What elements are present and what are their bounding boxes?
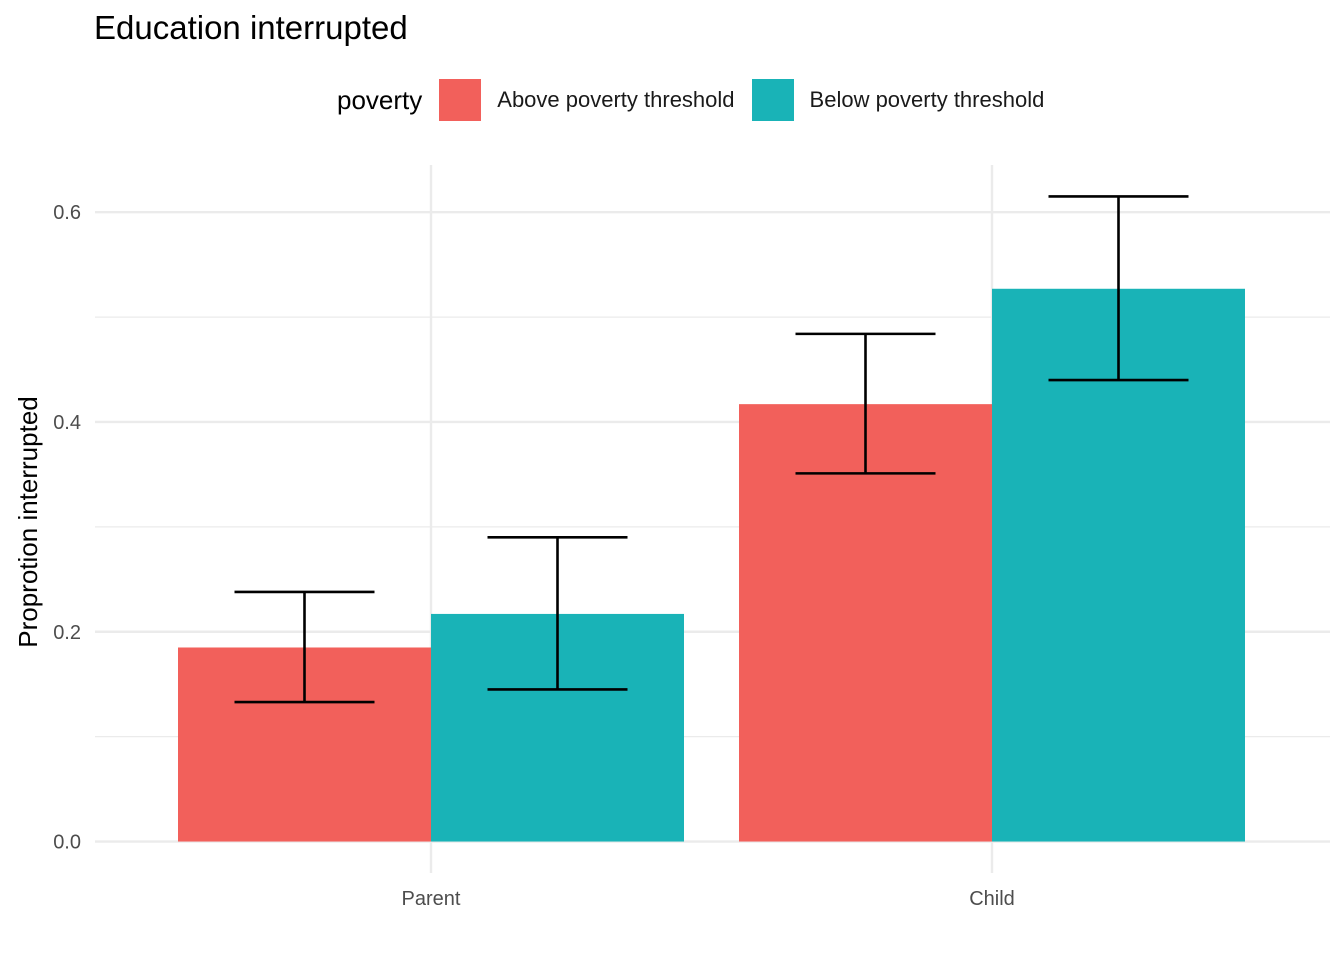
y-tick-label: 0.4 — [53, 412, 81, 434]
y-tick-label: 0.0 — [53, 832, 81, 854]
legend-item-above: Above poverty threshold — [439, 79, 735, 121]
error-bars — [234, 195, 1189, 704]
y-tick-label: 0.6 — [53, 202, 81, 224]
bar — [739, 404, 992, 842]
legend-label-below: Below poverty threshold — [809, 87, 1045, 112]
x-tick-label: Parent — [402, 888, 461, 910]
legend-title: poverty — [337, 84, 423, 115]
chart-title: Education interrupted — [94, 9, 408, 46]
legend-key-below — [751, 79, 794, 121]
x-tick-label: Child — [969, 888, 1015, 910]
legend-label-above: Above poverty threshold — [497, 87, 735, 112]
x-axis: Parent Child — [402, 888, 1015, 910]
legend: poverty Above poverty threshold Below po… — [337, 78, 1061, 122]
y-tick-label: 0.2 — [53, 622, 81, 644]
y-axis: 0.0 0.2 0.4 0.6 — [53, 202, 81, 853]
y-axis-title: Proprotion interrupted — [13, 396, 43, 647]
bars — [178, 288, 1245, 842]
legend-key-above — [439, 79, 482, 121]
legend-item-below: Below poverty threshold — [751, 79, 1045, 121]
